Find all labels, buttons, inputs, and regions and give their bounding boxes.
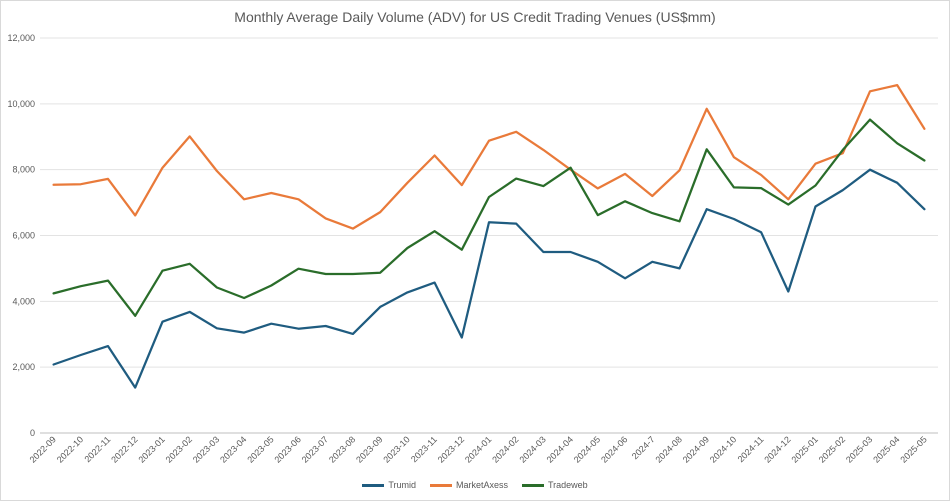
legend-item-marketaxess: MarketAxess <box>429 480 508 490</box>
series-line-tradeweb <box>52 118 926 317</box>
legend-label: Tradeweb <box>548 480 588 490</box>
x-tick-label: 2024-08 <box>653 434 683 464</box>
x-tick-label: 2023-09 <box>354 434 384 464</box>
x-tick-label: 2022-10 <box>55 434 85 464</box>
legend-swatch <box>522 483 544 487</box>
x-tick-label: 2024-02 <box>490 434 520 464</box>
y-tick-label: 2,000 <box>12 362 35 372</box>
x-tick-label: 2023-02 <box>164 434 194 464</box>
legend-swatch <box>362 483 385 487</box>
x-tick-label: 2023-08 <box>327 434 357 464</box>
chart-title: Monthly Average Daily Volume (ADV) for U… <box>234 9 716 25</box>
x-tick-label: 2022-09 <box>28 434 58 464</box>
x-axis-ticks: 2022-092022-102022-112022-122023-012023-… <box>28 434 929 464</box>
y-tick-label: 4,000 <box>12 296 35 306</box>
x-tick-label: 2025-02 <box>817 434 847 464</box>
x-tick-label: 2024-11 <box>736 434 766 464</box>
x-tick-label: 2022-12 <box>109 434 139 464</box>
x-tick-label: 2024-06 <box>599 434 629 464</box>
x-tick-label: 2024-05 <box>572 434 602 464</box>
legend: Trumid MarketAxess Tradeweb <box>0 480 950 490</box>
x-tick-label: 2023-03 <box>191 434 221 464</box>
legend-item-trumid: Trumid <box>362 480 416 490</box>
x-tick-label: 2023-04 <box>218 434 248 464</box>
legend-label: Trumid <box>388 480 416 490</box>
y-tick-label: 6,000 <box>12 231 35 241</box>
legend-label: MarketAxess <box>455 480 508 490</box>
x-tick-label: 2024-01 <box>463 434 493 464</box>
x-tick-label: 2024-09 <box>681 434 711 464</box>
x-tick-label: 2023-06 <box>273 434 303 464</box>
x-tick-label: 2022-11 <box>82 434 112 464</box>
x-tick-label: 2025-04 <box>871 434 901 464</box>
x-tick-label: 2024-03 <box>517 434 547 464</box>
y-axis-ticks: 0 2,000 4,000 6,000 8,000 10,000 12,000 <box>7 33 35 438</box>
x-tick-label: 2023-10 <box>381 434 411 464</box>
series-line-marketaxess <box>52 83 926 230</box>
y-tick-label: 0 <box>30 428 35 438</box>
x-tick-label: 2023-07 <box>300 434 330 464</box>
x-tick-label: 2025-05 <box>898 434 928 464</box>
x-tick-label: 2025-01 <box>790 434 820 464</box>
y-tick-label: 8,000 <box>12 165 35 175</box>
x-tick-label: 2023-12 <box>436 434 466 464</box>
x-tick-label: 2024-12 <box>762 434 792 464</box>
series-lines <box>52 83 926 389</box>
x-tick-label: 2023-05 <box>245 434 275 464</box>
legend-swatch <box>429 483 452 487</box>
x-tick-label: 2023-01 <box>136 434 166 464</box>
x-tick-label: 2025-03 <box>844 434 874 464</box>
y-tick-label: 10,000 <box>7 99 35 109</box>
legend-item-tradeweb: Tradeweb <box>522 480 588 490</box>
y-tick-label: 12,000 <box>7 33 35 43</box>
series-line-trumid <box>52 168 926 389</box>
x-tick-label: 2024-04 <box>545 434 575 464</box>
x-tick-label: 2024-10 <box>708 434 738 464</box>
gridlines <box>40 37 938 434</box>
x-tick-label: 2023-11 <box>409 434 439 464</box>
